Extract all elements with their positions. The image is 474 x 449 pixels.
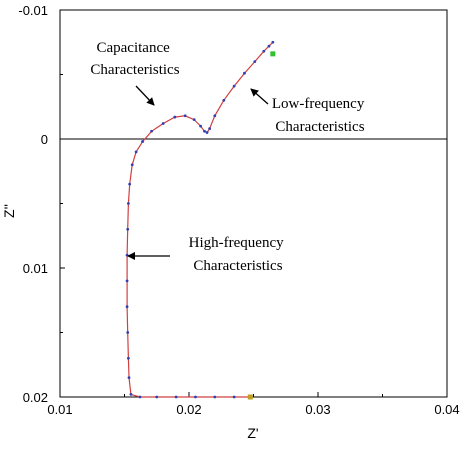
y-tick-label: 0.02 [23, 390, 48, 405]
data-point [126, 356, 130, 360]
data-point [141, 140, 144, 143]
data-point [125, 305, 129, 309]
annotation-low-frequency-line1: Low-frequency [272, 96, 365, 112]
data-point [126, 331, 130, 334]
data-point [267, 44, 271, 48]
data-point [262, 49, 266, 53]
x-tick-label: 0.04 [434, 402, 459, 417]
data-point [243, 71, 246, 75]
x-tick-label: 0.02 [176, 402, 201, 417]
data-point [213, 114, 217, 118]
data-point [194, 395, 197, 399]
data-point [208, 127, 212, 131]
data-point [192, 118, 196, 122]
y-tick-label: 0 [41, 132, 48, 147]
data-point [213, 395, 217, 399]
data-point [203, 129, 206, 133]
data-point [232, 84, 236, 88]
data-point [271, 40, 275, 44]
x-tick-label: 0.03 [305, 402, 330, 417]
data-point [138, 395, 142, 399]
data-point [129, 393, 133, 396]
annotations-layer: Capacitance Characteristics Low-frequenc… [90, 40, 368, 274]
data-point [161, 122, 165, 125]
annotation-high-frequency-line1: High-frequency [189, 235, 284, 251]
data-point [173, 115, 177, 119]
y-axis-ticks: -0.01 0 0.01 0.02 [18, 3, 65, 405]
data-point [128, 182, 132, 186]
data-point [126, 202, 130, 205]
annotation-capacitance-line1: Capacitance [96, 40, 170, 56]
series-line [126, 41, 274, 398]
endpoint-marker [247, 394, 253, 400]
endpoint-marker [270, 51, 276, 57]
data-point [205, 131, 209, 134]
annotation-high-frequency: High-frequency Characteristics [189, 235, 288, 274]
data-point [253, 60, 257, 63]
annotation-low-frequency-line2: Characteristics [275, 119, 364, 135]
x-tick-label: 0.01 [47, 402, 72, 417]
data-point [174, 395, 178, 399]
data-point [155, 395, 159, 399]
annotation-capacitance-line2: Characteristics [90, 62, 179, 78]
annotation-capacitance-arrow [135, 85, 155, 106]
annotation-high-frequency-line2: Characteristics [193, 258, 282, 274]
y-tick-label: 0.01 [23, 261, 48, 276]
annotation-low-frequency-arrow [250, 88, 269, 105]
series-layer [125, 40, 276, 400]
annotation-capacitance: Capacitance Characteristics [90, 40, 179, 78]
data-point [150, 129, 153, 133]
data-point [134, 150, 138, 154]
data-point [199, 124, 203, 128]
x-axis-title: Z' [247, 425, 258, 441]
x-axis-ticks: 0.01 0.02 0.03 0.04 [47, 392, 460, 417]
data-point [126, 227, 130, 231]
annotation-low-frequency: Low-frequency Characteristics [272, 96, 368, 135]
data-point [130, 163, 134, 167]
data-point [125, 279, 129, 283]
data-point [127, 376, 131, 380]
data-point [232, 395, 236, 399]
y-axis-title: Z'' [1, 204, 17, 218]
data-point [222, 98, 226, 102]
y-tick-label: -0.01 [18, 3, 48, 18]
data-point [183, 114, 187, 118]
